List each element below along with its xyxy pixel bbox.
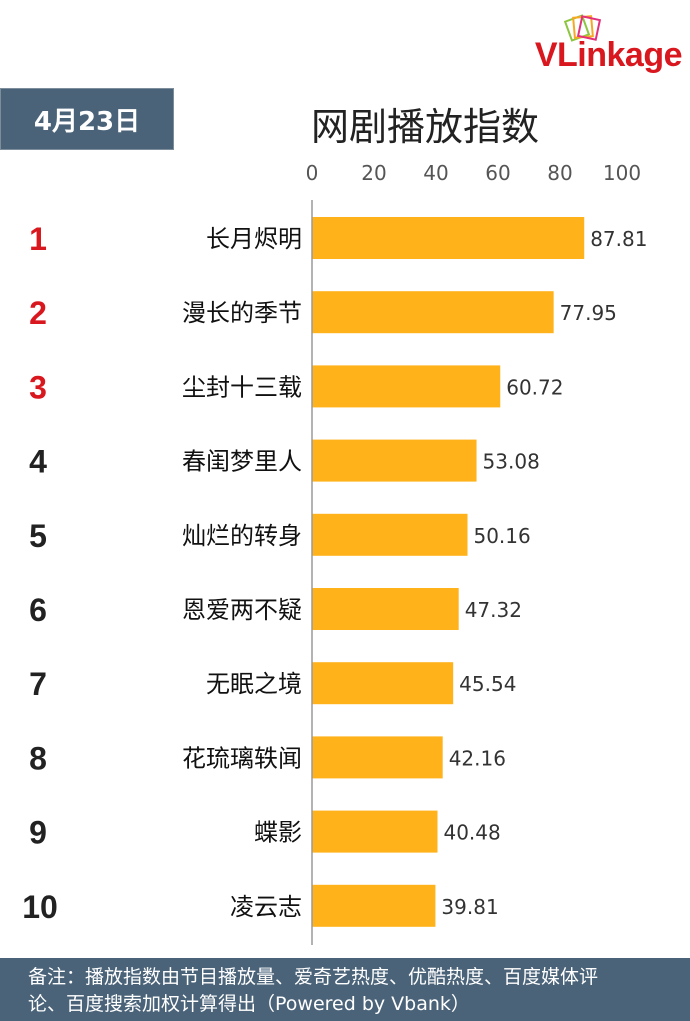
chart-title: 网剧播放指数 xyxy=(310,105,539,149)
bar-value-label: 60.72 xyxy=(506,375,563,399)
footer-line-2: 论、百度搜索加权计算得出（Powered by Vbank） xyxy=(28,993,470,1015)
x-tick-label: 80 xyxy=(547,161,572,185)
category-label: 蝶影 xyxy=(254,819,302,847)
x-tick-label: 100 xyxy=(603,161,641,185)
rank-number: 1 xyxy=(29,221,47,257)
footer-note: 备注：播放指数由节目播放量、爱奇艺热度、优酷热度、百度媒体评 论、百度搜索加权计… xyxy=(0,958,690,1021)
date-badge: 4月23日 xyxy=(0,88,174,150)
category-label: 漫长的季节 xyxy=(182,299,302,327)
bar-value-label: 39.81 xyxy=(441,895,498,919)
bar xyxy=(312,810,438,853)
bar-value-label: 53.08 xyxy=(483,450,540,474)
rank-number: 7 xyxy=(29,666,47,702)
bar-value-label: 42.16 xyxy=(449,746,506,770)
rank-number: 8 xyxy=(29,740,47,776)
bar-value-label: 45.54 xyxy=(459,672,516,696)
x-tick-label: 60 xyxy=(485,161,510,185)
logo-v: V xyxy=(534,36,558,74)
rank-number: 5 xyxy=(29,518,47,554)
bar xyxy=(312,662,454,705)
category-label: 长月烬明 xyxy=(206,225,302,253)
category-label: 恩爱两不疑 xyxy=(182,596,302,624)
rank-number: 9 xyxy=(29,815,47,851)
footer-line-1: 备注：播放指数由节目播放量、爱奇艺热度、优酷热度、百度媒体评 xyxy=(28,966,599,988)
bar-value-label: 87.81 xyxy=(590,227,647,251)
rank-number: 10 xyxy=(22,889,58,925)
category-label: 尘封十三载 xyxy=(182,373,302,401)
x-tick-label: 0 xyxy=(306,161,319,185)
bar xyxy=(312,365,501,408)
rank-number: 6 xyxy=(29,592,47,628)
rank-number: 2 xyxy=(29,295,47,331)
category-label: 春闺梦里人 xyxy=(182,448,302,476)
bar-value-label: 77.95 xyxy=(560,301,617,325)
bar xyxy=(312,513,468,556)
bar-chart: 0 20 40 60 80 100 87.81 长月烬明 1 77.95 漫长的季节 2 60.72 尘封… xyxy=(22,161,647,945)
logo-wordmark: VLinkage xyxy=(534,36,683,74)
x-tick-label: 40 xyxy=(423,161,448,185)
bar-value-label: 47.32 xyxy=(465,598,522,622)
rank-number: 3 xyxy=(29,369,47,405)
category-label: 花琉璃轶闻 xyxy=(182,744,302,772)
bar xyxy=(312,291,554,334)
logo-rest: Linkage xyxy=(557,36,682,74)
bar xyxy=(312,736,443,779)
rank-number: 4 xyxy=(29,444,47,480)
category-label: 灿烂的转身 xyxy=(182,522,302,550)
x-tick-label: 20 xyxy=(361,161,386,185)
bar xyxy=(312,217,585,259)
category-label: 凌云志 xyxy=(230,893,302,921)
bar-value-label: 40.48 xyxy=(443,821,500,845)
bar xyxy=(312,439,477,482)
bar-value-label: 50.16 xyxy=(473,524,530,548)
vlinkage-logo: VLinkage xyxy=(522,14,682,76)
bar xyxy=(312,884,436,927)
logo-cards-icon xyxy=(563,14,602,42)
bar xyxy=(312,588,459,630)
category-label: 无眠之境 xyxy=(206,670,302,698)
